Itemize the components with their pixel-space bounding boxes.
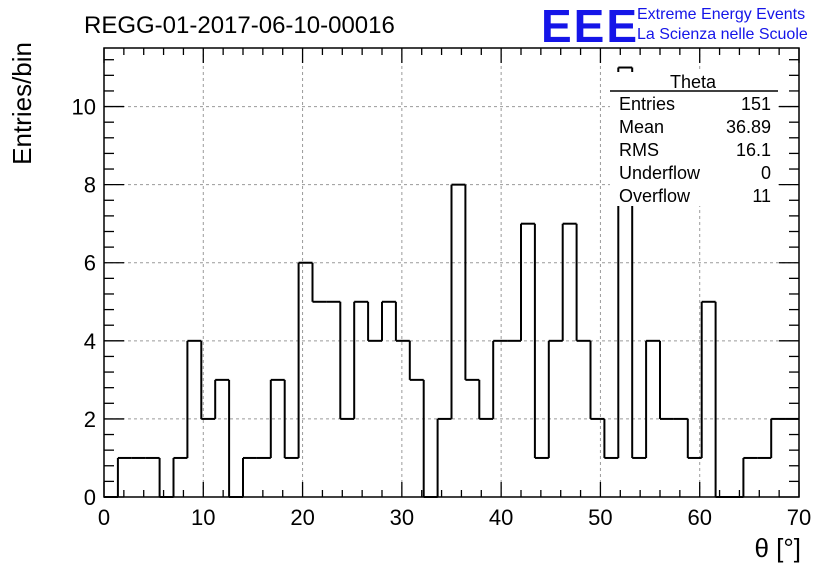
stats-row-label: Underflow <box>619 163 701 183</box>
stats-title: Theta <box>670 72 717 92</box>
x-axis-label: θ [°] <box>754 533 801 563</box>
stats-row-value: 36.89 <box>726 117 771 137</box>
stats-row-label: RMS <box>619 140 659 160</box>
stats-row-value: 151 <box>741 94 771 114</box>
y-tick-label: 2 <box>84 407 96 432</box>
y-tick-labels: 0 2 4 6 8 10 <box>72 95 96 510</box>
stats-box: Theta Entries 151 Mean 36.89 RMS 16.1 Underflo… <box>610 72 778 206</box>
x-tick-label: 60 <box>687 505 711 530</box>
x-tick-label: 20 <box>290 505 314 530</box>
stats-row-value: 0 <box>761 163 771 183</box>
axis-ticks <box>103 48 800 498</box>
x-tick-label: 0 <box>98 505 110 530</box>
plot-frame <box>103 47 800 498</box>
stats-row-label: Overflow <box>619 186 691 206</box>
x-tick-label: 30 <box>390 505 414 530</box>
stats-row-value: 16.1 <box>736 140 771 160</box>
chart-title: REGG-01-2017-06-10-00016 <box>84 12 395 39</box>
y-tick-label: 8 <box>84 173 96 198</box>
y-tick-label: 0 <box>84 485 96 510</box>
y-tick-label: 6 <box>84 251 96 276</box>
x-tick-label: 70 <box>787 505 811 530</box>
x-tick-label: 50 <box>588 505 612 530</box>
x-tick-labels: 0 10 20 30 40 50 60 70 <box>98 505 811 530</box>
x-tick-label: 10 <box>191 505 215 530</box>
stats-row-value: 11 <box>752 186 771 206</box>
eee-logo: EEE <box>541 0 639 52</box>
stats-row-label: Mean <box>619 117 664 137</box>
logo-line-1: Extreme Energy Events <box>637 6 805 23</box>
y-axis-label: Entries/bin <box>7 42 37 165</box>
stats-row-label: Entries <box>619 94 675 114</box>
y-tick-label: 10 <box>72 95 96 120</box>
logo-line-2: La Scienza nelle Scuole <box>637 26 808 43</box>
y-tick-label: 4 <box>84 329 96 354</box>
x-tick-label: 40 <box>489 505 513 530</box>
